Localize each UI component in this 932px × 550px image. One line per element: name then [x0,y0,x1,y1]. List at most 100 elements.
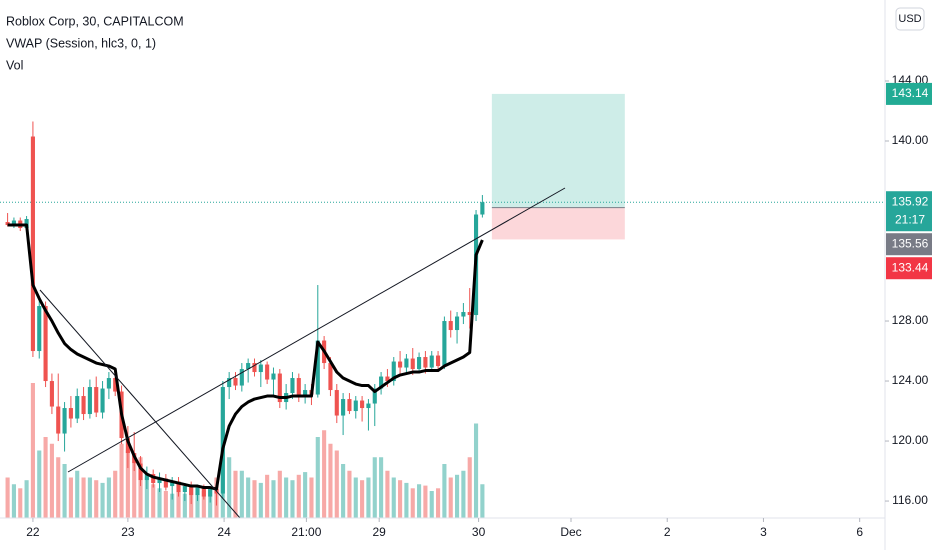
volume-bar [132,464,137,518]
volume-bar [106,477,111,518]
price-tag-label: 135.92 [892,194,929,208]
volume-bar [30,383,35,518]
y-tick-label: 116.00 [892,493,928,507]
candle-body [303,390,308,397]
x-tick-label: 21:00 [291,525,321,539]
volume-bar [391,477,396,518]
x-tick-label: 22 [26,525,40,539]
candle-body [461,312,466,317]
volume-bar [277,470,282,518]
x-tick-label: 3 [760,525,767,539]
candle-body [208,489,213,497]
candle-body [113,378,118,392]
price-tag-label: 143.14 [892,86,929,100]
volume-bar [404,482,409,518]
candle-body [56,406,61,434]
volume-bar [309,477,314,518]
volume-bar [208,488,213,518]
volume-bar [423,485,428,518]
volume-bar [119,443,124,518]
candle-body [417,357,422,370]
volume-bar [410,488,415,518]
candle-body [379,376,384,389]
bar-countdown: 21:17 [895,212,925,226]
volume-bar [24,480,29,518]
candle-body [315,340,320,395]
volume-bar [49,443,54,518]
trend-line[interactable] [67,187,566,473]
volume-bar [480,484,485,518]
candle-body [144,474,149,481]
currency-label: USD [898,13,921,25]
candle-body [195,487,200,496]
candle-body [353,400,358,412]
candle-body [189,486,194,496]
candle-body [75,396,80,419]
candle-body [341,399,346,416]
y-tick-label: 128.00 [892,313,929,327]
position-profit-zone [491,93,625,208]
candle-body [410,358,415,370]
candle-body [49,381,54,407]
volume-bar [62,464,67,518]
x-tick-label: 6 [856,525,863,539]
volume-bar [43,437,48,518]
drawings [39,187,566,518]
volume-bar [100,482,105,518]
candle-body [106,378,111,389]
volume-bar [436,488,441,518]
candle-body [455,316,460,331]
x-tick-label: 24 [217,525,231,539]
candle-body [94,387,99,413]
candle-body [87,387,92,415]
candle-body [277,373,282,403]
x-tick-label: 2 [664,525,671,539]
volume-bar [246,477,251,518]
x-tick-label: 23 [121,525,135,539]
volume-bar [334,450,339,518]
volume-bar [176,491,181,518]
volume-bar [151,484,156,518]
price-tag: 143.14 [886,82,932,105]
volume-bar [322,430,327,518]
currency-button[interactable] [895,7,925,31]
y-tick-label: 124.00 [892,373,929,387]
volume-bar [417,484,422,518]
volume-bar [429,491,434,518]
volume-bar [467,457,472,518]
volume-bar [366,477,371,518]
volume-bar [315,437,320,518]
x-tick-label: 29 [373,525,387,539]
chart-title: Roblox Corp, 30, CAPITALCOM [6,14,184,28]
volume-bar [18,488,23,518]
candle-body [68,408,73,419]
volume-bar [94,480,99,518]
price-tag-bg [886,191,932,232]
candle-body [404,358,409,368]
y-tick-label: 120.00 [892,433,929,447]
volume-bar [252,480,257,518]
candle-body [347,399,352,412]
volume-bar [303,472,308,518]
candle-body [170,481,175,487]
volume-bar [170,493,175,518]
volume-bar [372,457,377,518]
candle-body [138,463,143,481]
candle-body [125,438,130,454]
volume-bar [341,464,346,518]
candle-body [385,376,390,382]
volume-bar [11,484,16,518]
volume-bar [87,477,92,518]
candle-body [271,373,276,380]
trend-line[interactable] [39,289,241,518]
price-tag-label: 135.56 [892,236,929,250]
volume-bar [239,470,244,518]
volume-bar [448,477,453,518]
volume-bar [265,474,270,518]
candle-body [429,355,434,368]
volume-bar [138,457,143,518]
volume-bar [125,450,130,518]
candle-body [334,390,339,416]
volume-bar [455,474,460,518]
